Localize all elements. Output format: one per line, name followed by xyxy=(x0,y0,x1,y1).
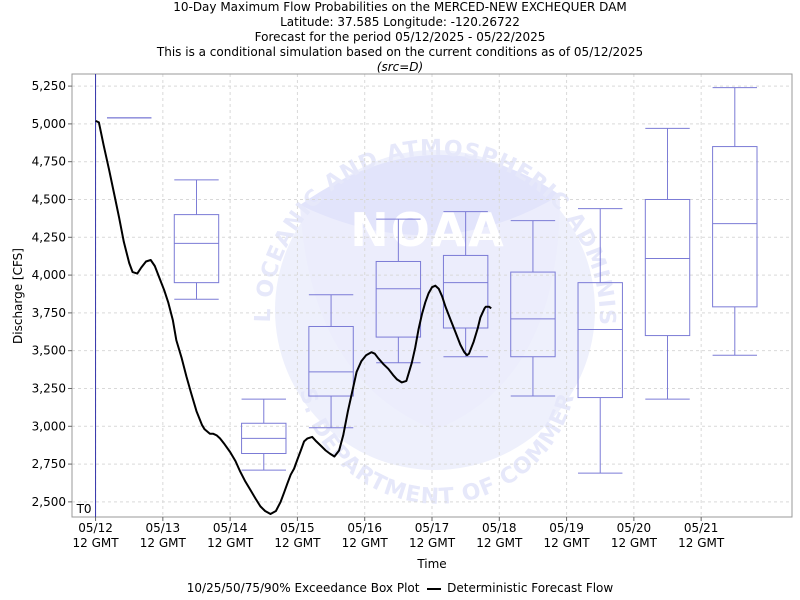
box-plot xyxy=(510,220,556,397)
legend-line-label: Deterministic Forecast Flow xyxy=(447,581,614,595)
grid-lines xyxy=(72,74,792,517)
x-axis-title: Time xyxy=(416,557,446,571)
legend-line-swatch xyxy=(427,587,442,590)
y-axis: 2,500 2,750 3,000 3,250 3,500 3,750 4,000 4,250… xyxy=(32,79,72,509)
x-tick-label: 05/16 xyxy=(347,521,382,535)
y-axis-title: Discharge [CFS] xyxy=(11,248,25,344)
box-iqr xyxy=(712,146,758,308)
x-tick-label-time: 12 GMT xyxy=(73,536,120,550)
box-iqr xyxy=(577,282,623,399)
x-tick-label-time: 12 GMT xyxy=(678,536,725,550)
title-line-3: Forecast for the period 05/12/2025 - 05/… xyxy=(254,30,546,44)
y-tick-label: 4,500 xyxy=(32,192,66,206)
title-line-2: Latitude: 37.585 Longitude: -120.26722 xyxy=(280,15,520,29)
box-iqr xyxy=(173,214,220,284)
x-tick-label: 05/15 xyxy=(280,521,315,535)
x-tick-label: 05/12 xyxy=(78,521,113,535)
title-line-5: (src=D) xyxy=(376,60,424,74)
y-tick-label: 3,250 xyxy=(32,381,66,395)
x-tick-label-time: 12 GMT xyxy=(342,536,389,550)
x-tick-label: 05/13 xyxy=(146,521,181,535)
x-tick-label: 05/21 xyxy=(684,521,719,535)
forecast-series xyxy=(95,119,492,515)
y-tick-label: 4,750 xyxy=(32,155,66,169)
box-plot xyxy=(173,179,220,300)
box-iqr xyxy=(442,254,489,329)
box-iqr xyxy=(308,325,354,397)
y-tick-label: 4,250 xyxy=(32,230,66,244)
y-tick-label: 5,000 xyxy=(32,117,66,131)
x-tick-label: 05/18 xyxy=(482,521,517,535)
title-line-4: This is a conditional simulation based o… xyxy=(156,45,644,59)
y-tick-label: 2,500 xyxy=(32,495,66,509)
box-plot xyxy=(442,211,489,358)
box-iqr xyxy=(510,271,556,358)
y-tick-label: 4,000 xyxy=(32,268,66,282)
x-tick-label-time: 12 GMT xyxy=(274,536,321,550)
chart-titles: 10-Day Maximum Flow Probabilities on the… xyxy=(0,0,800,75)
y-tick-label: 2,750 xyxy=(32,457,66,471)
x-tick-label: 05/14 xyxy=(213,521,248,535)
box-plot xyxy=(577,208,623,474)
x-tick-label-time: 12 GMT xyxy=(409,536,456,550)
t0-marker: T0 xyxy=(76,74,97,517)
box-plot xyxy=(375,218,422,364)
box-plot xyxy=(712,87,758,356)
y-tick-label: 5,250 xyxy=(32,79,66,93)
x-tick-label: 05/19 xyxy=(549,521,584,535)
x-tick-label-time: 12 GMT xyxy=(476,536,523,550)
box-plot xyxy=(644,127,691,400)
box-iqr xyxy=(644,198,691,337)
noaa-watermark: NOAANATIONAL OCEANIC AND ATMOSPHERIC ADM… xyxy=(0,0,618,510)
x-tick-label-time: 12 GMT xyxy=(544,536,591,550)
legend: 10/25/50/75/90% Exceedance Box Plot Dete… xyxy=(0,580,800,596)
box-plot xyxy=(308,294,354,429)
x-tick-label: 05/20 xyxy=(617,521,652,535)
legend-box-label: 10/25/50/75/90% Exceedance Box Plot xyxy=(186,581,420,595)
y-tick-label: 3,750 xyxy=(32,306,66,320)
x-tick-label-time: 12 GMT xyxy=(207,536,254,550)
forecast-line xyxy=(95,119,492,515)
x-tick-label: 05/17 xyxy=(415,521,450,535)
t0-label: T0 xyxy=(76,502,92,516)
y-tick-label: 3,500 xyxy=(32,344,66,358)
x-tick-label-time: 12 GMT xyxy=(611,536,658,550)
box-plots xyxy=(106,87,758,474)
box-plot xyxy=(241,398,287,471)
watermark-wave xyxy=(300,195,560,430)
y-tick-label: 3,000 xyxy=(32,419,66,433)
box-iqr xyxy=(375,260,422,338)
title-line-1: 10-Day Maximum Flow Probabilities on the… xyxy=(173,0,627,14)
x-tick-label-time: 12 GMT xyxy=(140,536,187,550)
